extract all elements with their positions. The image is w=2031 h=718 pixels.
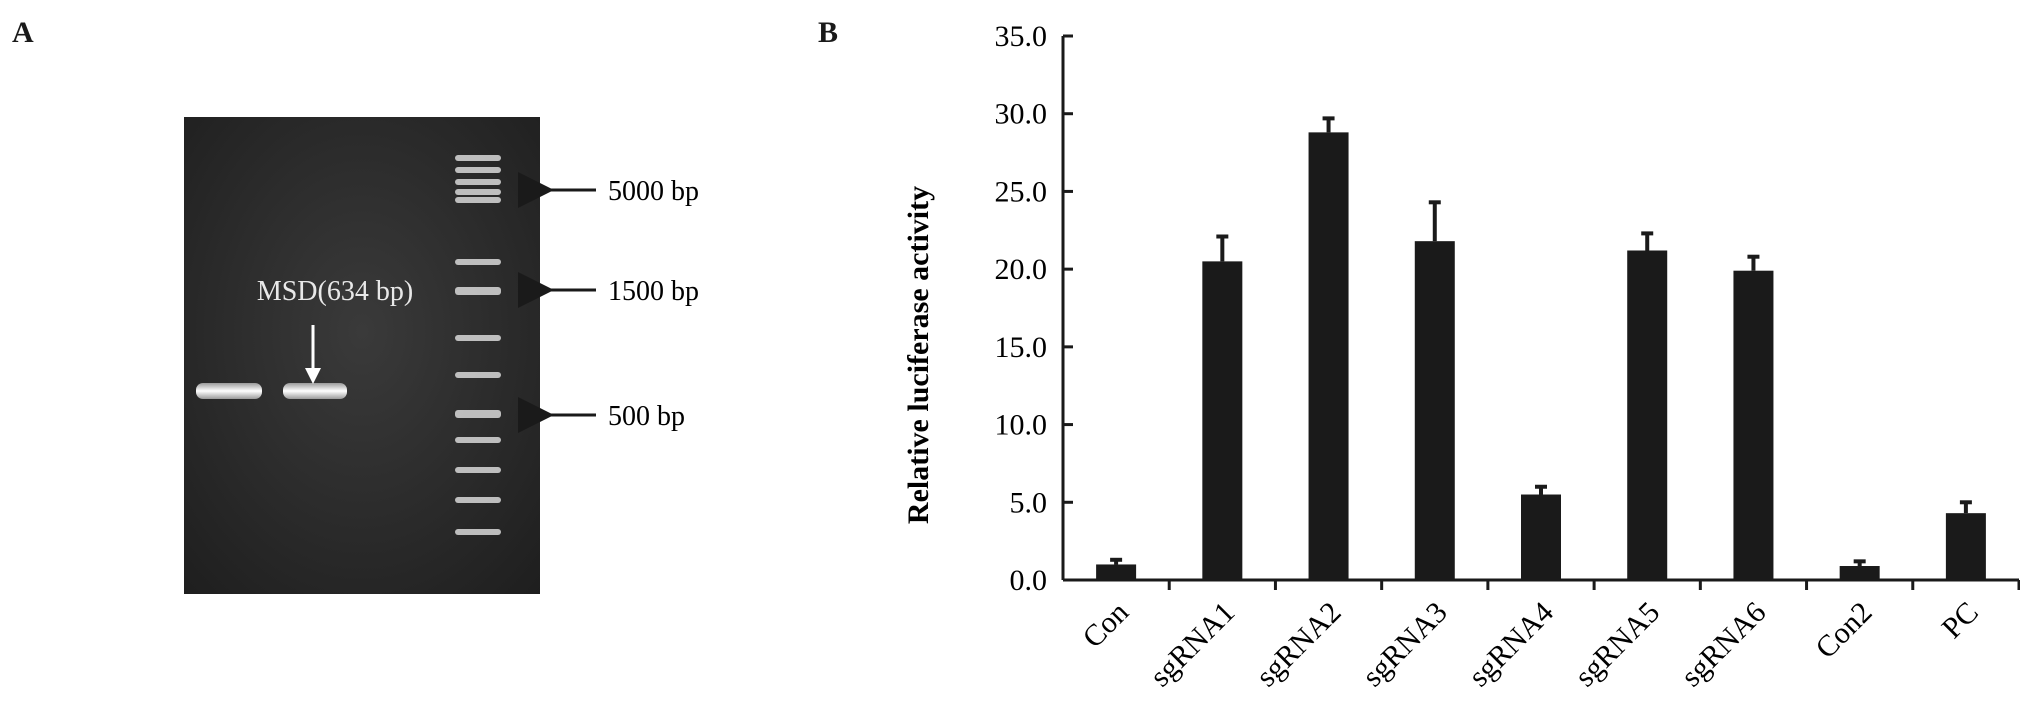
y-axis-title: Relative luciferase activity [902, 186, 935, 524]
gel-band-arrowhead [305, 368, 321, 384]
bar [1521, 494, 1561, 580]
gel-ladder [455, 155, 501, 535]
x-tick-label: PC [1936, 596, 1985, 645]
x-tick-label: sgRNA1 [1144, 596, 1242, 694]
bar [1733, 270, 1774, 580]
marker-label-1500: 1500 bp [608, 276, 699, 307]
gel-background [184, 117, 540, 594]
ladder-band [455, 197, 501, 203]
bars [1096, 116, 2020, 590]
ladder-band [455, 259, 501, 265]
bar [1839, 566, 1880, 580]
gel-band-lane-2 [283, 383, 347, 399]
panel-label-a: A [12, 16, 34, 49]
marker-label-5000: 5000 bp [608, 176, 699, 207]
x-tick-label: sgRNA4 [1462, 596, 1560, 694]
ladder-band [455, 167, 501, 173]
bar [1627, 250, 1668, 580]
bar [1945, 513, 1986, 580]
ladder-band [455, 335, 501, 341]
ladder-band [455, 287, 501, 295]
bar [1308, 132, 1349, 580]
gel-band-lane-1 [196, 383, 262, 399]
panel-label-b: B [818, 16, 839, 49]
bar [1096, 564, 1137, 580]
y-ticks: 0.0 5.0 10.0 15.0 20.0 25.0 30.0 35.0 [995, 20, 1073, 597]
bar [1414, 241, 1455, 580]
ladder-band [455, 372, 501, 378]
y-tick-label: 25.0 [995, 175, 1048, 208]
marker-label-500: 500 bp [608, 401, 685, 432]
y-tick-label: 15.0 [995, 331, 1048, 364]
y-tick-label: 0.0 [1010, 564, 1048, 597]
bar [1202, 261, 1243, 580]
ladder-band [455, 179, 501, 185]
gel-image-panel: MSD(634 bp) 5000 bp 1500 bp 500 bp [184, 117, 699, 594]
ladder-band [455, 437, 501, 443]
x-tick-label: sgRNA5 [1569, 596, 1667, 694]
ladder-band [455, 467, 501, 473]
gel-band-label: MSD(634 bp) [257, 276, 413, 307]
y-tick-label: 10.0 [995, 409, 1048, 442]
x-tick-label: Con2 [1809, 596, 1878, 665]
y-tick-label: 30.0 [995, 98, 1048, 131]
y-tick-label: 5.0 [1010, 486, 1048, 519]
ladder-band [455, 410, 501, 418]
ladder-band [455, 155, 501, 161]
luciferase-bar-chart: Relative luciferase activity 0.0 5.0 10.0 1… [902, 20, 2020, 694]
x-tick-label: Con [1076, 596, 1135, 655]
ladder-band [455, 529, 501, 535]
y-tick-label: 20.0 [995, 253, 1048, 286]
x-tick-label: sgRNA3 [1356, 596, 1454, 694]
y-tick-label: 35.0 [995, 20, 1048, 53]
ladder-band [455, 497, 501, 503]
x-tick-label: sgRNA6 [1675, 596, 1773, 694]
ladder-band [455, 189, 501, 195]
x-tick-label: sgRNA2 [1250, 596, 1348, 694]
x-tick-labels: Con sgRNA1 sgRNA2 sgRNA3 sgRNA4 sgRNA5 sgRNA6 C… [1076, 596, 1984, 694]
